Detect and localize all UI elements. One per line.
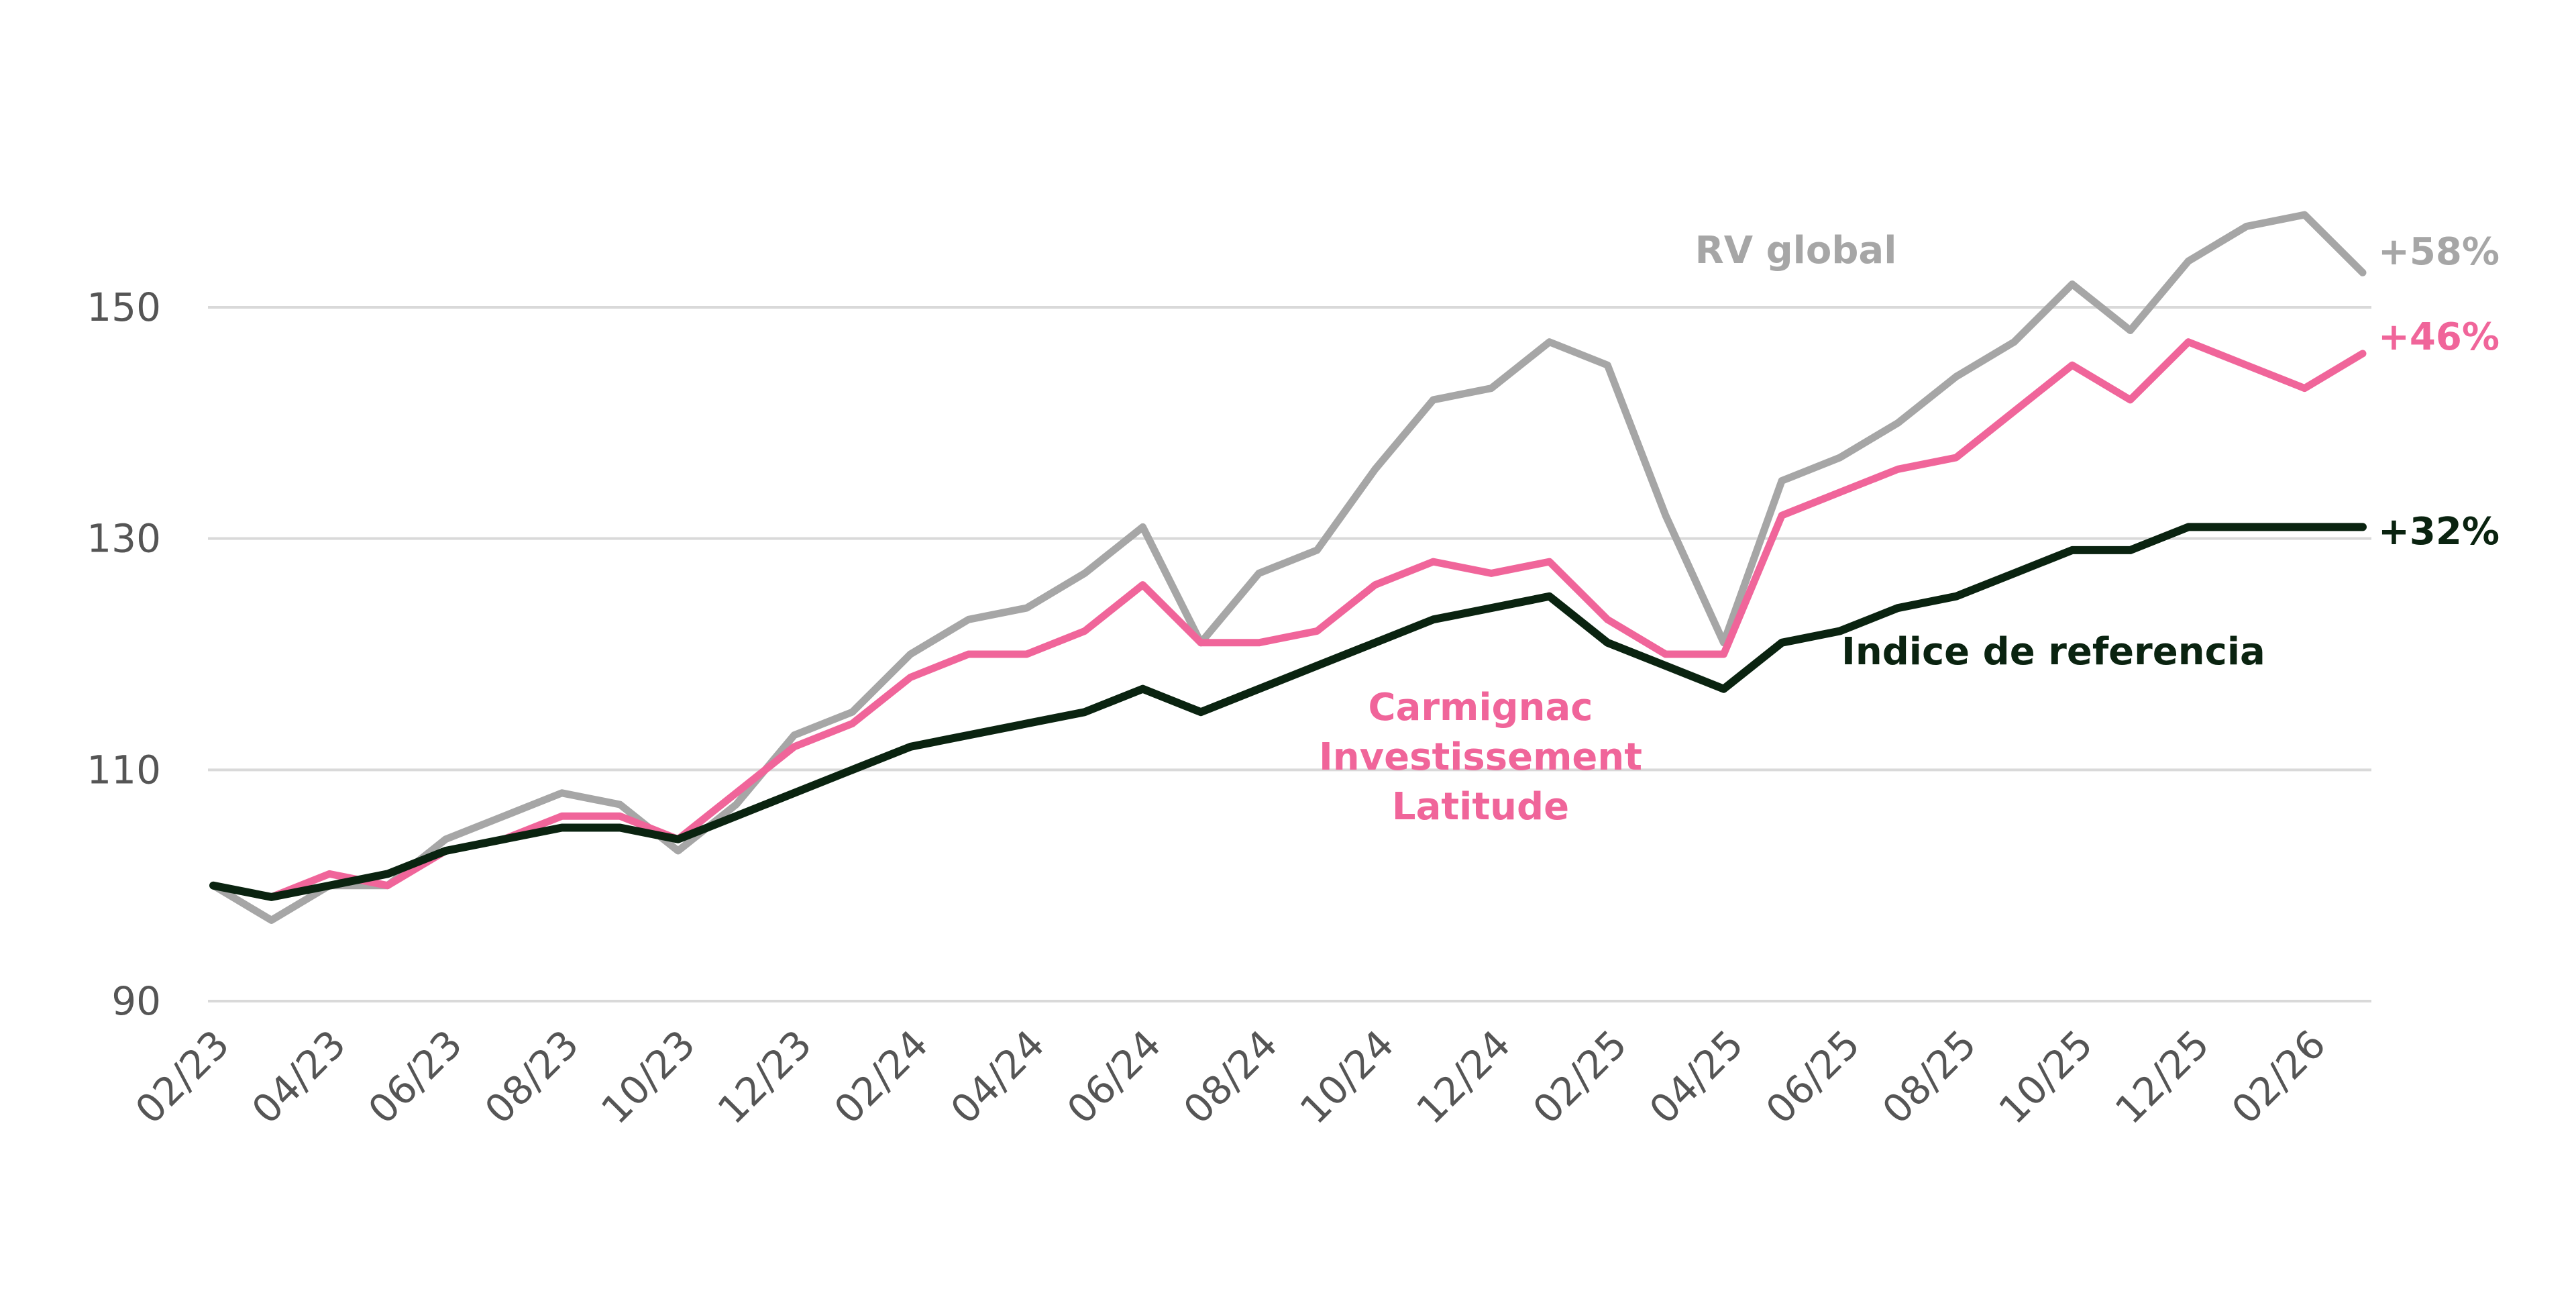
label-carmignac-line3: Latitude [1392, 785, 1569, 829]
x-tick-label: 02/25 [1524, 1021, 1635, 1133]
series-line-carmignac [209, 338, 2367, 901]
x-tick-label: 12/24 [1407, 1021, 1519, 1133]
series-line-indice-referencia [209, 523, 2367, 901]
x-tick-label: 02/24 [825, 1021, 936, 1133]
x-tick-label: 10/23 [592, 1021, 704, 1133]
label-carmignac-line2: Investissement [1319, 735, 1642, 779]
end-label-carmignac: +46% [2378, 315, 2500, 359]
x-tick-label: 12/23 [709, 1021, 820, 1133]
series-annotations: RV global Carmignac Investissement Latit… [1319, 229, 2500, 829]
x-axis-ticks: 02/23 04/23 06/23 08/23 10/23 12/23 02/24 04/24… [127, 1021, 2334, 1133]
y-tick-label: 90 [111, 978, 161, 1024]
x-tick-label: 10/25 [1990, 1021, 2101, 1133]
grid-layer [208, 306, 2371, 1002]
label-rv-global: RV global [1695, 229, 1897, 272]
x-tick-label: 08/25 [1874, 1021, 1985, 1133]
label-indice-referencia: Indice de referencia [1841, 630, 2265, 674]
x-tick-label: 10/24 [1291, 1021, 1403, 1133]
x-tick-label: 02/26 [2223, 1021, 2334, 1133]
x-tick-label: 08/24 [1175, 1021, 1286, 1133]
x-tick-label: 06/25 [1757, 1021, 1868, 1133]
x-tick-label: 06/24 [1059, 1021, 1170, 1133]
x-tick-label: 08/23 [476, 1021, 587, 1133]
y-tick-label: 150 [87, 285, 161, 330]
x-tick-label: 04/25 [1641, 1021, 1752, 1133]
end-label-rv-global: +58% [2378, 230, 2500, 274]
x-tick-label: 06/23 [360, 1021, 471, 1133]
series-line-rv-global [209, 211, 2367, 924]
y-tick-label: 130 [87, 516, 161, 562]
series-layer [209, 211, 2367, 924]
x-tick-label: 04/24 [942, 1021, 1053, 1133]
y-axis-ticks: 90 110 130 150 [87, 285, 161, 1024]
x-tick-label: 02/23 [127, 1021, 238, 1133]
end-label-indice: +32% [2378, 510, 2500, 554]
y-tick-label: 110 [87, 747, 161, 792]
x-tick-label: 04/23 [243, 1021, 354, 1133]
label-carmignac-line1: Carmignac [1368, 686, 1593, 729]
x-tick-label: 12/25 [2106, 1021, 2218, 1133]
